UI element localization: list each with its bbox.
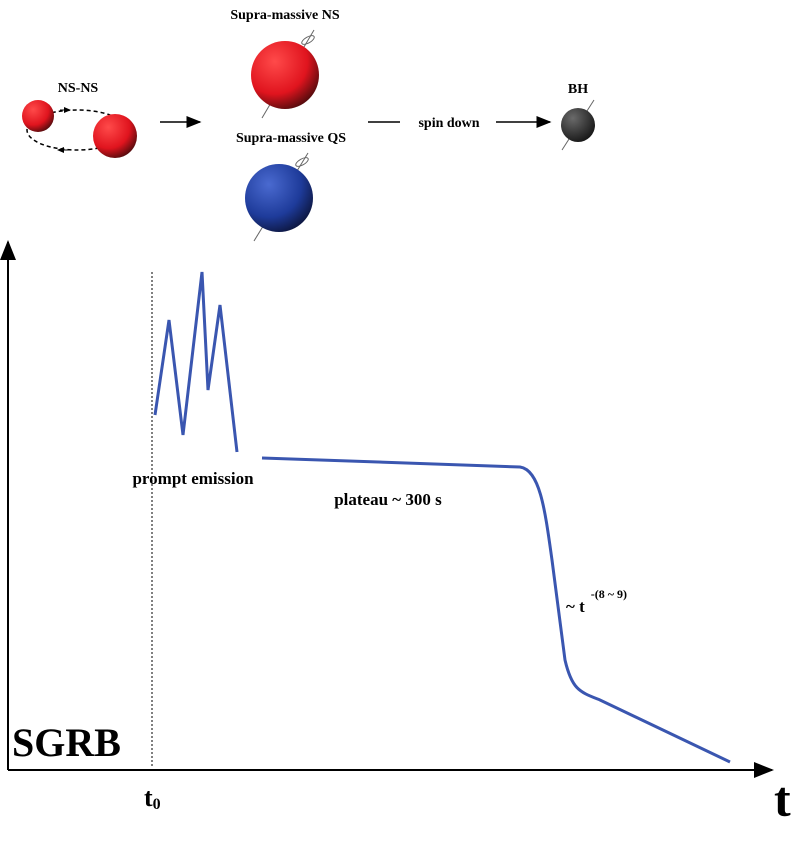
supra-ns-label: Supra-massive NS [230,8,340,23]
supra-massive-ns [251,41,319,109]
t0-subscript: 0 [153,796,161,813]
ns-ns-label: NS-NS [58,81,99,96]
prompt-curve [153,271,239,453]
black-hole [561,108,595,142]
spin-down-label: spin down [418,116,479,131]
decay-label: ~ t -(8 ~ 9) [566,587,627,616]
afterglow-curve [261,456,731,764]
neutron-star [22,100,54,132]
decay-exponent: -(8 ~ 9) [591,587,627,601]
decay-text: ~ t [566,597,585,616]
plateau-label: plateau ~ 300 s [334,490,442,509]
neutron-star [93,114,137,158]
bh-label: BH [568,82,588,97]
sgrb-label: SGRB [12,720,121,765]
t-axis-label: t [774,771,791,827]
spin-ring [301,35,315,45]
supra-qs-label: Supra-massive QS [236,131,346,146]
prompt-label: prompt emission [132,469,254,488]
t0-text: t [144,783,153,812]
spin-ring [295,157,309,167]
supra-massive-qs [245,164,313,232]
t0-label: t0 [144,783,161,813]
